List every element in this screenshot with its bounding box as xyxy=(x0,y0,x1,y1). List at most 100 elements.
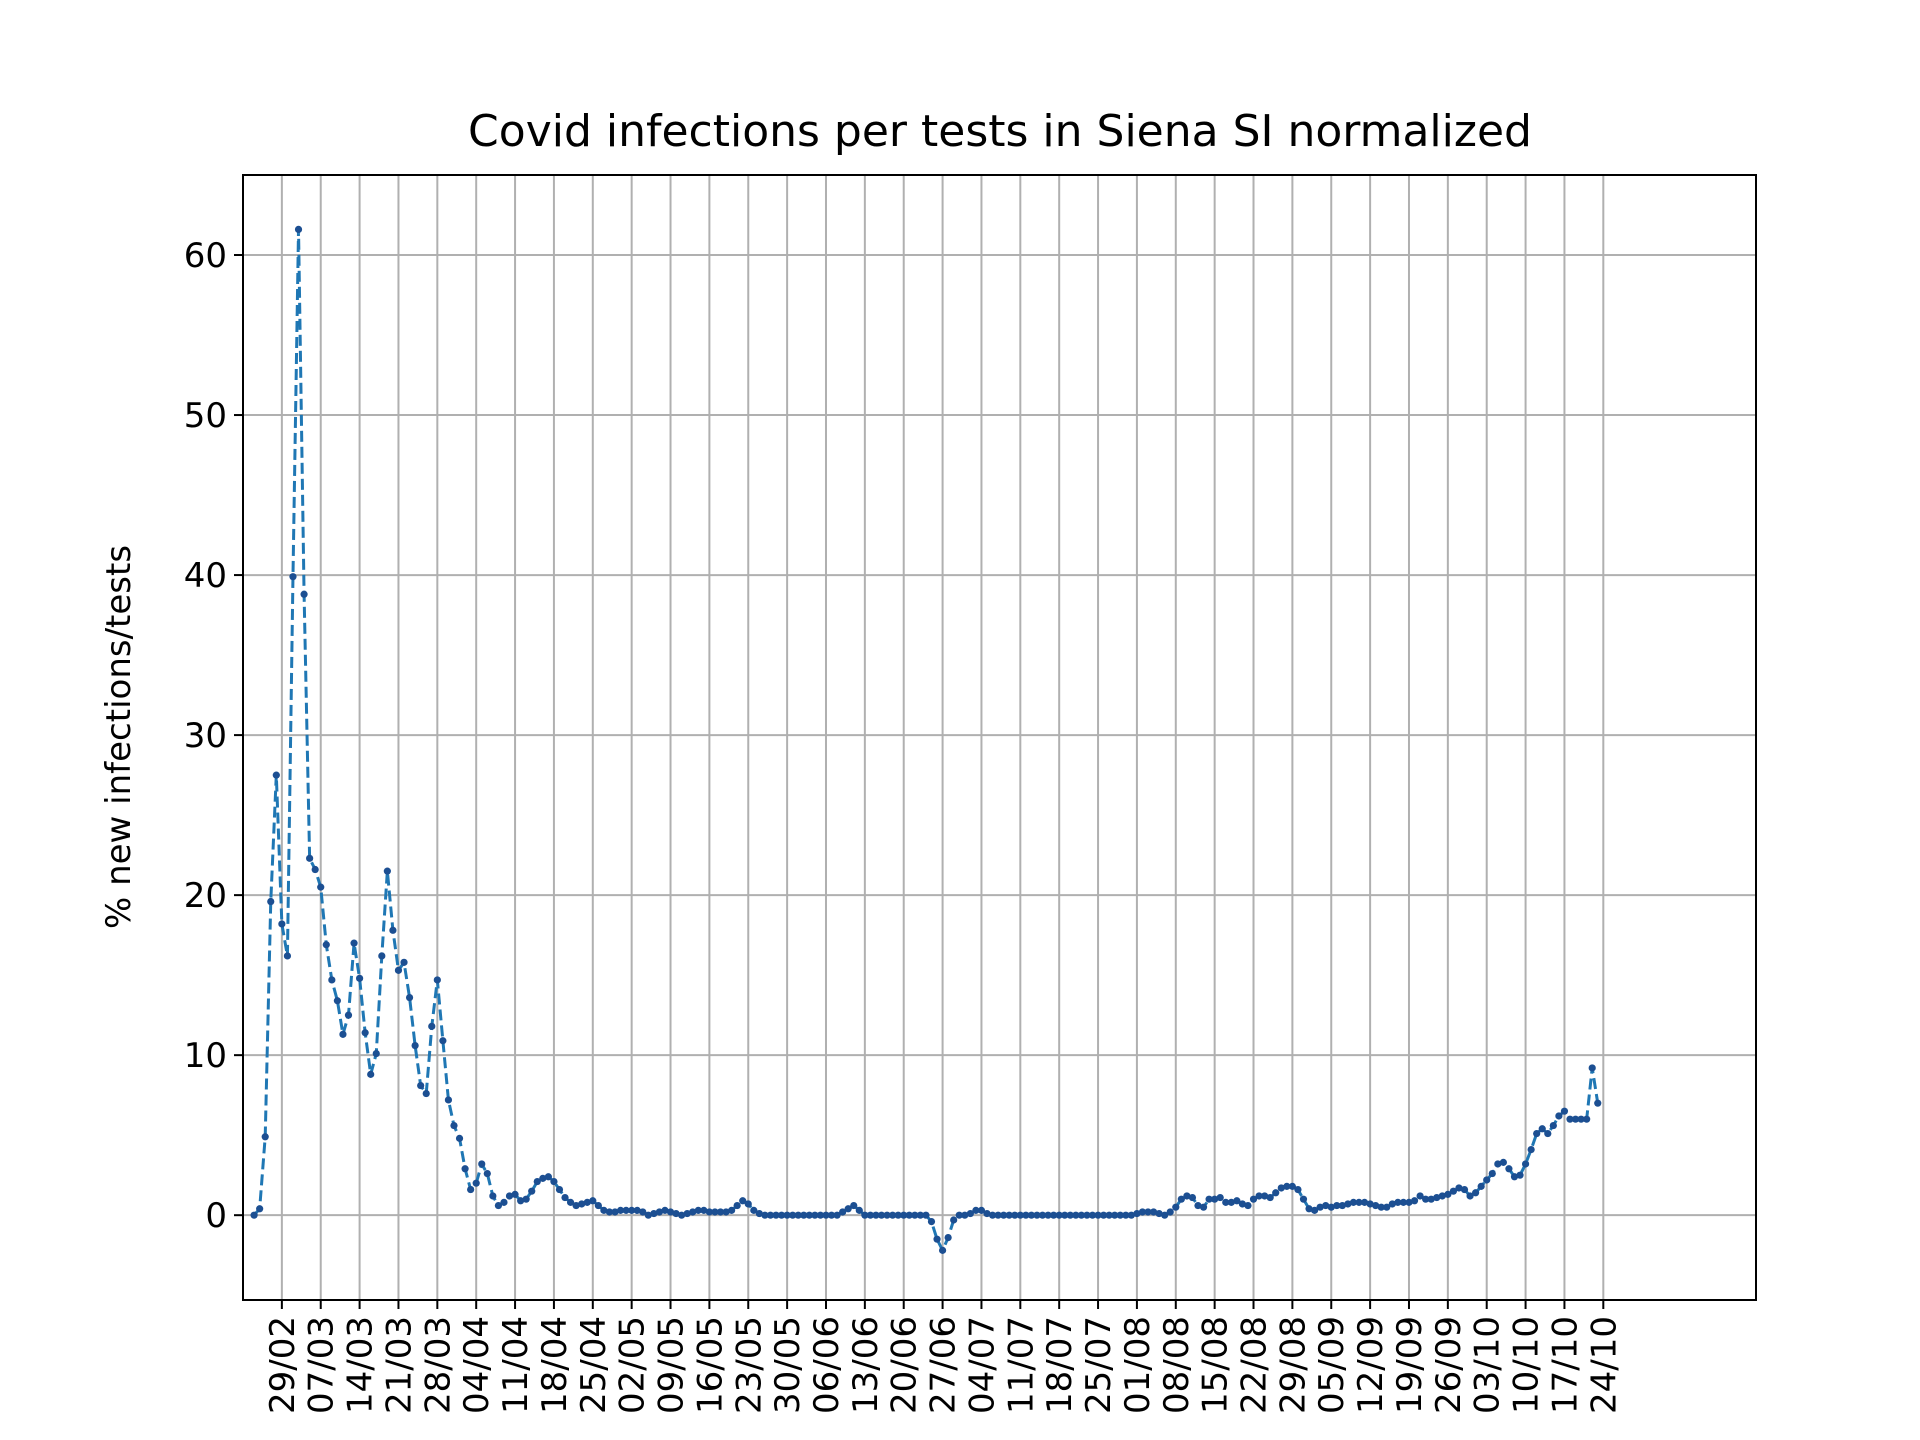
data-point xyxy=(1217,1194,1224,1201)
data-point xyxy=(1300,1196,1307,1203)
data-point xyxy=(595,1202,602,1209)
x-tick-label: 04/04 xyxy=(457,1316,497,1414)
x-tick-label: 18/07 xyxy=(1040,1316,1080,1414)
x-tick-label: 10/10 xyxy=(1507,1316,1547,1414)
x-tick-label: 29/08 xyxy=(1273,1316,1313,1414)
data-point xyxy=(400,959,407,966)
data-point xyxy=(378,952,385,959)
y-tick-label: 30 xyxy=(184,716,227,756)
data-point xyxy=(556,1186,563,1193)
x-tick-label: 18/04 xyxy=(535,1316,575,1414)
data-point xyxy=(1533,1130,1540,1137)
data-point xyxy=(478,1160,485,1167)
data-point xyxy=(928,1218,935,1225)
data-point xyxy=(856,1207,863,1214)
data-point xyxy=(850,1202,857,1209)
data-point xyxy=(367,1071,374,1078)
data-point xyxy=(412,1042,419,1049)
data-point xyxy=(933,1236,940,1243)
data-point xyxy=(345,1012,352,1019)
chart-title: Covid infections per tests in Siena SI n… xyxy=(468,106,1532,157)
data-point xyxy=(1583,1116,1590,1123)
data-point xyxy=(334,997,341,1004)
data-point xyxy=(256,1205,263,1212)
data-point xyxy=(728,1207,735,1214)
data-point xyxy=(339,1031,346,1038)
x-tick-label: 27/06 xyxy=(924,1316,964,1414)
data-point xyxy=(273,772,280,779)
data-point xyxy=(1589,1064,1596,1071)
x-tick-label: 19/09 xyxy=(1390,1316,1430,1414)
x-tick-label: 21/03 xyxy=(379,1316,419,1414)
x-tick-label: 23/05 xyxy=(729,1316,769,1414)
data-point xyxy=(734,1202,741,1209)
data-point xyxy=(284,952,291,959)
data-point xyxy=(1594,1100,1601,1107)
y-tick-label: 50 xyxy=(184,396,227,436)
data-point xyxy=(356,975,363,982)
data-point xyxy=(350,940,357,947)
data-point xyxy=(1539,1125,1546,1132)
data-point xyxy=(1267,1194,1274,1201)
x-tick-label: 03/10 xyxy=(1468,1316,1508,1414)
data-point xyxy=(306,855,313,862)
data-point xyxy=(1461,1186,1468,1193)
data-point xyxy=(1483,1176,1490,1183)
data-point xyxy=(1411,1197,1418,1204)
x-tick-label: 07/03 xyxy=(302,1316,342,1414)
data-point xyxy=(511,1191,518,1198)
data-point xyxy=(484,1170,491,1177)
data-point xyxy=(323,941,330,948)
x-tick-label: 06/06 xyxy=(807,1316,847,1414)
data-point xyxy=(1528,1146,1535,1153)
data-point xyxy=(1189,1194,1196,1201)
x-tick-label: 12/09 xyxy=(1351,1316,1391,1414)
data-point xyxy=(317,884,324,891)
data-point xyxy=(251,1212,258,1219)
data-point xyxy=(528,1188,535,1195)
y-axis-label: % new infections/tests xyxy=(99,545,139,929)
data-point xyxy=(1272,1189,1279,1196)
x-tick-label: 25/07 xyxy=(1079,1316,1119,1414)
x-tick-label: 28/03 xyxy=(418,1316,458,1414)
data-point xyxy=(1522,1160,1529,1167)
data-point xyxy=(434,976,441,983)
data-point xyxy=(1561,1108,1568,1115)
data-point xyxy=(1550,1122,1557,1129)
x-tick-label: 20/06 xyxy=(885,1316,925,1414)
data-point xyxy=(945,1234,952,1241)
data-point xyxy=(461,1165,468,1172)
data-point xyxy=(262,1133,269,1140)
data-point xyxy=(500,1199,507,1206)
data-point xyxy=(1472,1189,1479,1196)
data-point xyxy=(267,898,274,905)
data-point xyxy=(950,1216,957,1223)
x-tick-label: 13/06 xyxy=(846,1316,886,1414)
x-tick-label: 24/10 xyxy=(1584,1316,1624,1414)
x-tick-label: 15/08 xyxy=(1196,1316,1236,1414)
data-point xyxy=(456,1135,463,1142)
data-point xyxy=(312,866,319,873)
data-point xyxy=(1516,1172,1523,1179)
y-tick-label: 40 xyxy=(184,556,227,596)
y-tick-label: 60 xyxy=(184,236,227,276)
data-point xyxy=(395,967,402,974)
data-point xyxy=(745,1200,752,1207)
y-tick-label: 20 xyxy=(184,876,227,916)
data-point xyxy=(289,573,296,580)
data-point xyxy=(550,1178,557,1185)
x-tick-label: 16/05 xyxy=(690,1316,730,1414)
x-tick-label: 11/07 xyxy=(1001,1316,1041,1414)
x-tick-label: 14/03 xyxy=(341,1316,381,1414)
data-point xyxy=(523,1196,530,1203)
x-tick-label: 04/07 xyxy=(962,1316,1002,1414)
data-point xyxy=(445,1096,452,1103)
data-point xyxy=(295,226,302,233)
data-point xyxy=(1478,1183,1485,1190)
data-point xyxy=(389,927,396,934)
x-tick-label: 05/09 xyxy=(1312,1316,1352,1414)
data-point xyxy=(373,1050,380,1057)
x-tick-label: 17/10 xyxy=(1545,1316,1585,1414)
